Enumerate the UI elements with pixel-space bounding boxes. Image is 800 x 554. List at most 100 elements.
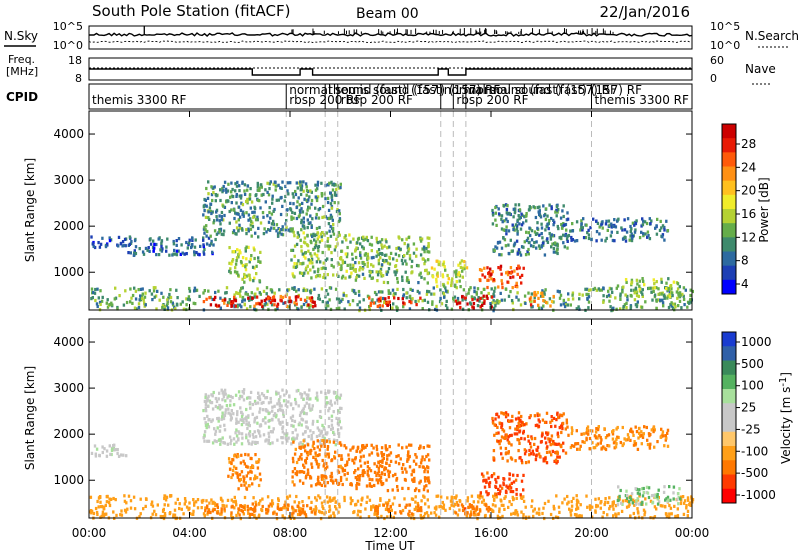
echo-cell xyxy=(202,252,206,256)
echo-cell xyxy=(333,456,337,460)
echo-cell xyxy=(228,435,232,439)
echo-cell xyxy=(630,280,634,284)
echo-cell xyxy=(377,270,381,274)
echo-cell xyxy=(530,292,533,296)
echo-cell xyxy=(550,299,554,304)
echo-cell xyxy=(326,445,330,449)
echo-cell xyxy=(287,400,290,404)
echo-cell xyxy=(640,230,643,234)
echo-cell xyxy=(464,295,467,299)
echo-cell xyxy=(332,265,335,269)
echo-cell xyxy=(299,470,302,474)
echo-cell xyxy=(511,414,514,418)
echo-cell xyxy=(255,460,258,464)
echo-cell xyxy=(301,252,304,256)
echo-cell xyxy=(606,434,609,438)
echo-cell xyxy=(123,237,127,241)
echo-cell xyxy=(312,440,315,444)
echo-cell xyxy=(401,238,404,242)
echo-cell xyxy=(221,405,224,409)
echo-cell xyxy=(575,515,578,519)
echo-cell xyxy=(558,236,561,240)
echo-cell xyxy=(504,489,508,493)
echo-cell xyxy=(245,211,248,215)
echo-cell xyxy=(456,296,460,301)
echo-cell xyxy=(482,294,485,298)
echo-cell xyxy=(537,244,541,248)
echo-cell xyxy=(537,424,541,428)
echo-cell xyxy=(365,235,368,239)
echo-cell xyxy=(274,180,277,184)
echo-cell xyxy=(505,484,508,488)
echo-cell xyxy=(239,394,242,398)
echo-cell xyxy=(238,292,241,296)
echo-cell xyxy=(642,486,645,491)
echo-cell xyxy=(536,205,539,210)
echo-cell xyxy=(193,245,197,249)
echo-cell xyxy=(577,305,580,309)
echo-cell xyxy=(257,483,261,488)
echo-cell xyxy=(650,290,653,294)
echo-cell xyxy=(522,488,525,492)
echo-cell xyxy=(219,222,222,226)
echo-cell xyxy=(348,275,351,279)
echo-cell xyxy=(423,485,426,489)
echo-cell xyxy=(108,503,112,508)
echo-cell xyxy=(225,190,228,194)
echo-cell xyxy=(312,247,315,251)
echo-cell xyxy=(236,291,239,295)
echo-cell xyxy=(240,395,244,399)
echo-cell xyxy=(333,191,337,195)
echo-cell xyxy=(551,449,554,453)
echo-cell xyxy=(586,297,589,301)
echo-cell xyxy=(379,240,382,244)
echo-cell xyxy=(207,180,210,184)
echo-cell xyxy=(354,291,357,295)
echo-cell xyxy=(117,244,120,248)
echo-cell xyxy=(315,198,319,203)
echo-cell xyxy=(306,264,309,268)
echo-cell xyxy=(246,396,249,400)
echo-cell xyxy=(355,246,358,250)
echo-cell xyxy=(603,502,606,507)
echo-cell xyxy=(94,287,97,292)
echo-cell xyxy=(494,417,497,421)
echo-cell xyxy=(328,440,331,444)
echo-cell xyxy=(653,505,657,509)
echo-cell xyxy=(95,447,99,451)
echo-cell xyxy=(142,507,145,511)
echo-cell xyxy=(597,497,600,501)
echo-cell xyxy=(301,443,304,447)
echo-cell xyxy=(313,270,316,274)
echo-cell xyxy=(388,262,392,266)
echo-cell xyxy=(306,443,310,447)
echo-cell xyxy=(624,438,628,442)
echo-cell xyxy=(218,429,222,433)
echo-cell xyxy=(249,305,252,309)
echo-cell xyxy=(297,196,300,200)
echo-cell xyxy=(304,459,307,463)
echo-cell xyxy=(554,424,557,428)
echo-cell xyxy=(274,188,277,192)
echo-cell xyxy=(175,239,178,243)
echo-cell xyxy=(226,199,229,203)
echo-cell xyxy=(293,452,297,456)
echo-cell xyxy=(408,465,412,469)
echo-cell xyxy=(678,299,682,303)
echo-cell xyxy=(258,472,262,476)
echo-cell xyxy=(653,515,657,519)
echo-cell xyxy=(559,424,563,428)
echo-cell xyxy=(620,509,624,513)
y-tick-label: 4000 xyxy=(53,127,84,141)
echo-cell xyxy=(508,434,512,438)
echo-cell xyxy=(385,270,388,274)
echo-cell xyxy=(215,399,219,404)
echo-cell xyxy=(354,268,357,272)
echo-cell xyxy=(545,300,548,304)
echo-cell xyxy=(309,214,312,218)
echo-cell xyxy=(471,298,474,302)
echo-cell xyxy=(295,216,299,221)
echo-cell xyxy=(540,440,543,444)
echo-cell xyxy=(259,206,262,210)
echo-cell xyxy=(376,279,379,283)
